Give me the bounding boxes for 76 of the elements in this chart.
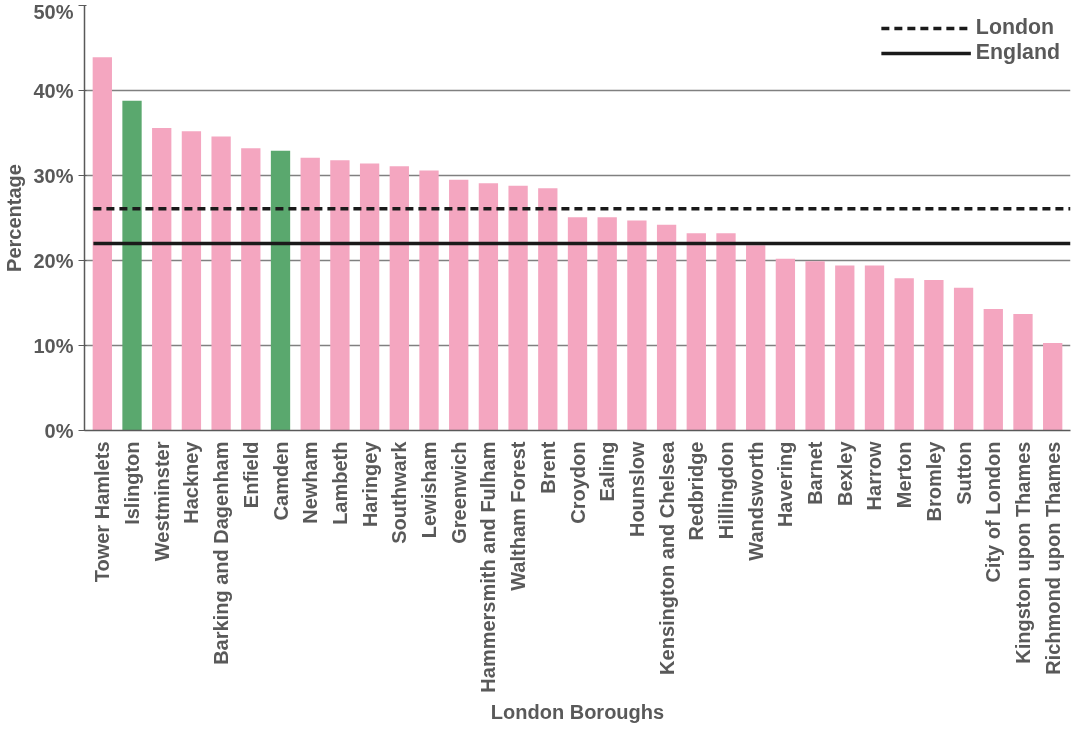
x-tick-label: Southwark <box>388 440 411 544</box>
bar <box>894 278 914 431</box>
y-tick-label: 0% <box>44 419 74 442</box>
y-axis-title: Percentage <box>3 164 26 272</box>
bar <box>716 233 736 431</box>
x-tick-label: Hammersmith and Fulham <box>477 441 500 693</box>
bar <box>449 179 469 431</box>
bar <box>478 183 499 431</box>
y-tick-label: 50% <box>33 0 74 23</box>
x-tick-label: Richmond upon Thames <box>1041 441 1064 675</box>
x-tick-label: Camden <box>269 441 292 521</box>
x-tick-label: Hillingdon <box>714 441 737 540</box>
bar <box>567 217 588 431</box>
bar <box>122 100 142 431</box>
x-tick-label: Bromley <box>922 440 945 522</box>
x-tick-label: Hounslow <box>625 441 648 538</box>
x-tick-label: City of London <box>982 441 1005 583</box>
x-tick-label: Tower Hamlets <box>91 441 114 583</box>
x-tick-label: Hackney <box>180 440 203 524</box>
bar <box>805 261 825 431</box>
bar <box>152 127 172 431</box>
x-tick-label: Waltham Forest <box>507 441 530 591</box>
x-tick-label: Kensington and Chelsea <box>655 440 678 675</box>
x-tick-label: Kingston upon Thames <box>1011 441 1034 664</box>
x-tick-label: Sutton <box>952 441 975 505</box>
x-tick-label: Ealing <box>596 441 619 502</box>
bar <box>181 131 202 431</box>
y-tick-label: 10% <box>33 334 74 357</box>
x-tick-label: Lewisham <box>418 441 441 539</box>
x-tick-label: Barnet <box>804 441 827 505</box>
x-tick-label: Havering <box>774 441 797 528</box>
x-axis-title: London Boroughs <box>490 700 665 723</box>
bar <box>389 166 409 431</box>
x-tick-label: Enfield <box>239 441 262 509</box>
x-tick-label: Lambeth <box>328 441 351 525</box>
y-tick-label: 20% <box>33 249 74 272</box>
bar <box>1043 342 1063 431</box>
bar <box>359 163 380 431</box>
x-tick-label: Merton <box>893 441 916 509</box>
bar <box>983 308 1003 431</box>
bar <box>597 217 617 431</box>
x-tick-label: Croydon <box>566 441 589 524</box>
bar <box>330 160 350 431</box>
bar <box>211 136 231 431</box>
bar <box>746 245 766 431</box>
bar <box>835 265 855 431</box>
x-tick-label: Greenwich <box>447 441 470 544</box>
bar <box>1013 314 1033 431</box>
legend-label: England <box>975 40 1060 65</box>
bar <box>270 150 291 431</box>
bar <box>686 233 706 431</box>
bar <box>300 157 320 431</box>
x-tick-label: Redbridge <box>685 441 708 541</box>
bar <box>92 57 112 431</box>
bar <box>924 280 944 431</box>
x-tick-label: Harrow <box>863 441 886 511</box>
x-tick-label: Bexley <box>833 440 856 506</box>
bar <box>538 188 558 431</box>
bar <box>419 170 439 431</box>
bar <box>627 220 647 431</box>
x-tick-label: Barking and Dagenham <box>210 441 233 665</box>
y-tick-label: 40% <box>33 79 74 102</box>
x-tick-label: Newham <box>299 441 322 524</box>
bar <box>864 265 885 431</box>
x-tick-label: Islington <box>121 441 144 525</box>
y-tick-label: 30% <box>33 164 74 187</box>
legend-label: London <box>975 15 1055 40</box>
bar <box>775 258 796 431</box>
x-tick-label: Haringey <box>358 440 381 528</box>
bar <box>241 148 261 431</box>
bar <box>953 287 974 431</box>
x-tick-label: Westminster <box>150 441 173 562</box>
bar <box>656 224 677 431</box>
bar <box>508 185 528 431</box>
x-tick-label: Wandsworth <box>744 441 767 561</box>
x-tick-label: Brent <box>536 441 559 494</box>
